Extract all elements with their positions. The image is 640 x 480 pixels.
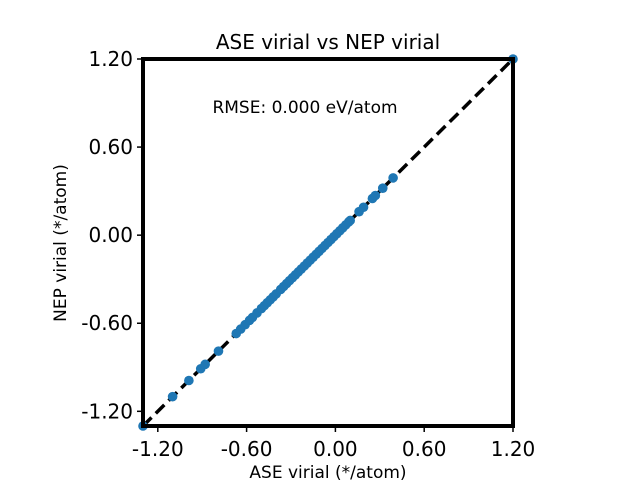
- y-tick-label: 0.00: [88, 223, 133, 247]
- x-tick-label: -1.20: [132, 437, 184, 461]
- y-tick-label: -1.20: [81, 399, 133, 423]
- data-point: [370, 190, 381, 201]
- x-tick-label: 0.60: [402, 437, 447, 461]
- data-point: [345, 215, 356, 226]
- data-point: [200, 359, 210, 370]
- rmse-annotation: RMSE: 0.000 eV/atom: [212, 98, 397, 118]
- x-tick-label: 0.00: [313, 437, 358, 461]
- x-tick-label: -0.60: [221, 437, 273, 461]
- plot-frame: [141, 57, 515, 428]
- data-point: [388, 173, 398, 183]
- ticks-layer: -1.20 -0.60 0.00 0.60 1.20 -1.20 -0.60 0.00 0.60…: [81, 47, 535, 461]
- y-axis-label: NEP virial (*/atom): [51, 164, 71, 322]
- y-tick-label: -0.60: [81, 311, 133, 335]
- y-tick-label: 0.60: [88, 135, 133, 159]
- x-axis-label: ASE virial (*/atom): [249, 463, 406, 480]
- chart-title: ASE virial vs NEP virial: [216, 30, 440, 54]
- data-point: [184, 375, 194, 386]
- data-point: [377, 183, 388, 193]
- data-point: [213, 346, 224, 356]
- y-tick-label: 1.20: [88, 47, 133, 71]
- points-layer: [138, 54, 518, 431]
- data-point: [358, 202, 369, 213]
- data-point: [167, 391, 178, 402]
- x-tick-label: 1.20: [491, 437, 536, 461]
